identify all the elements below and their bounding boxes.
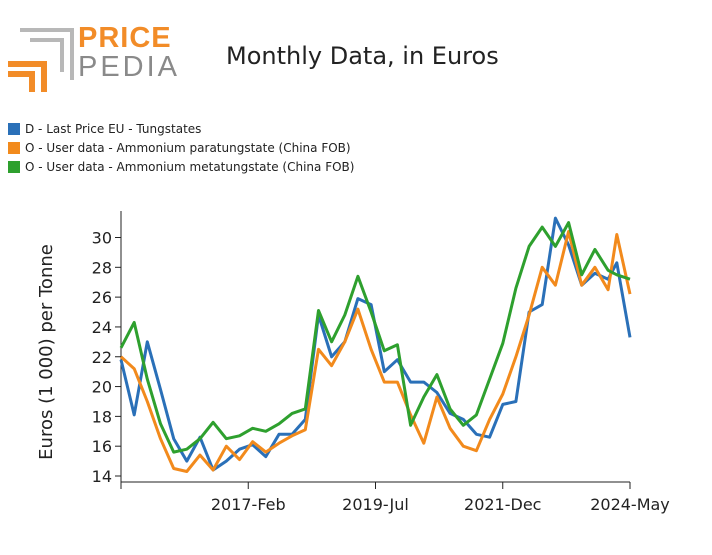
x-tick-label: 2024-May bbox=[590, 495, 670, 514]
series-lines bbox=[119, 216, 632, 473]
y-tick-label: 30 bbox=[92, 229, 112, 248]
legend-item-paratungstate[interactable]: O - User data - Ammonium paratungstate (… bbox=[8, 138, 354, 157]
logo-word-price: PRICE bbox=[78, 22, 172, 54]
legend-swatch-green bbox=[8, 160, 20, 173]
series-line-2 bbox=[119, 221, 631, 454]
legend-swatch-orange bbox=[8, 141, 20, 154]
x-tick-label: 2019-Jul bbox=[342, 495, 409, 514]
y-tick-label: 18 bbox=[92, 407, 112, 426]
y-axis-title: Euros (1 000) per Tonne bbox=[36, 244, 57, 460]
x-axis-ticks: 2017-Feb 2019-Jul 2021-Dec 2024-May bbox=[120, 482, 670, 514]
series-line-1 bbox=[119, 230, 632, 473]
x-tick-label: 2017-Feb bbox=[211, 495, 286, 514]
y-tick-label: 22 bbox=[92, 348, 112, 367]
legend-item-tungstates[interactable]: D - Last Price EU - Tungstates bbox=[8, 119, 354, 138]
y-tick-label: 28 bbox=[92, 258, 112, 277]
x-tick-label: 2021-Dec bbox=[464, 495, 541, 514]
y-tick-label: 26 bbox=[92, 288, 112, 307]
chart-title: Monthly Data, in Euros bbox=[226, 42, 499, 70]
y-tick-label: 20 bbox=[92, 378, 112, 397]
series-line-0 bbox=[119, 216, 632, 472]
legend-label: O - User data - Ammonium metatungstate (… bbox=[25, 159, 355, 174]
y-axis-ticks: 14 16 18 20 22 24 26 28 30 bbox=[92, 229, 121, 486]
legend-swatch-blue bbox=[8, 122, 20, 135]
pricepedia-logo: PRICE PEDIA bbox=[6, 22, 177, 94]
chart-legend: D - Last Price EU - Tungstates O - User … bbox=[8, 119, 354, 176]
y-tick-label: 14 bbox=[92, 467, 112, 486]
legend-label: D - Last Price EU - Tungstates bbox=[25, 121, 202, 136]
y-tick-label: 24 bbox=[92, 318, 112, 337]
logo-mark-icon bbox=[8, 28, 74, 92]
y-tick-label: 16 bbox=[92, 437, 112, 456]
legend-item-metatungstate[interactable]: O - User data - Ammonium metatungstate (… bbox=[8, 157, 354, 176]
logo-word-pedia: PEDIA bbox=[78, 51, 181, 83]
legend-label: O - User data - Ammonium paratungstate (… bbox=[25, 140, 351, 155]
